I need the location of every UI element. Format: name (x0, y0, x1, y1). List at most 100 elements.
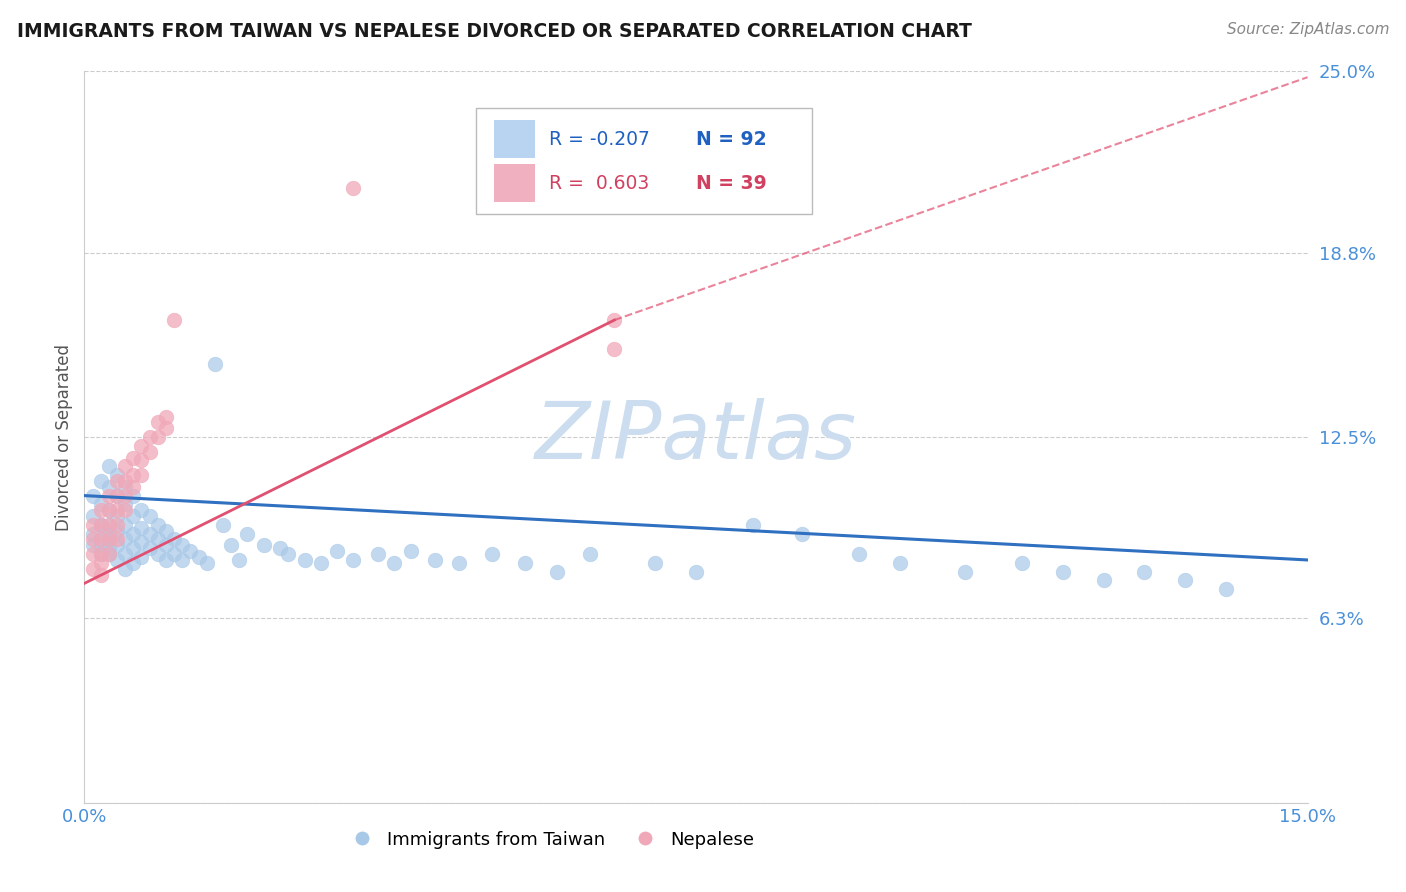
Point (449, 556, 471, 570)
Point (579, 547, 602, 561)
Point (105, 533, 128, 547)
Point (90, 547, 112, 561)
Point (138, 444, 160, 458)
Point (114, 547, 136, 561)
Point (114, 562, 136, 576)
Point (326, 544, 349, 558)
Point (90, 533, 112, 547)
Point (644, 556, 666, 570)
Point (163, 313, 186, 327)
Point (114, 517, 136, 532)
Point (146, 416, 169, 430)
Point (90, 547, 112, 561)
Bar (494, 164, 534, 202)
Point (146, 430, 169, 444)
Point (122, 541, 145, 556)
Point (367, 547, 389, 561)
Point (195, 556, 218, 570)
Point (277, 547, 299, 561)
Y-axis label: Divorced or Separated: Divorced or Separated (55, 343, 73, 531)
Point (105, 503, 128, 517)
Point (97, 489, 120, 503)
Point (155, 524, 177, 538)
Point (309, 556, 332, 570)
Point (138, 509, 160, 524)
Point (423, 553, 446, 567)
Point (1092, 574, 1115, 588)
Point (155, 538, 177, 552)
Point (97, 533, 120, 547)
Point (253, 538, 276, 552)
Point (97, 503, 120, 517)
Point (131, 503, 153, 517)
Point (179, 544, 201, 558)
Point (138, 541, 160, 556)
Point (187, 549, 209, 564)
Point (269, 541, 291, 556)
Point (122, 468, 145, 483)
Point (122, 526, 145, 541)
Point (953, 565, 976, 579)
Point (97, 517, 120, 532)
Point (82, 509, 104, 524)
Point (212, 517, 235, 532)
Text: N = 92: N = 92 (696, 130, 766, 149)
Point (138, 526, 160, 541)
Point (82, 562, 104, 576)
Point (122, 509, 145, 524)
Point (82, 533, 104, 547)
Point (97, 533, 120, 547)
Point (90, 567, 112, 582)
Point (105, 517, 128, 532)
Point (342, 181, 364, 195)
Point (97, 526, 120, 541)
Bar (494, 120, 534, 159)
Point (1052, 565, 1074, 579)
Point (513, 556, 536, 570)
Point (105, 553, 128, 567)
Point (131, 549, 153, 564)
Point (82, 489, 104, 503)
Point (90, 517, 112, 532)
Point (97, 517, 120, 532)
Point (97, 503, 120, 517)
Point (155, 553, 177, 567)
Point (1174, 574, 1197, 588)
Point (90, 538, 112, 552)
Point (105, 538, 128, 552)
Point (146, 533, 169, 547)
Point (138, 430, 160, 444)
Point (105, 474, 128, 488)
Point (236, 526, 259, 541)
Point (105, 524, 128, 538)
Point (97, 459, 120, 474)
Point (90, 503, 112, 517)
Point (97, 541, 120, 556)
Point (163, 547, 186, 561)
Point (122, 556, 145, 570)
Point (685, 565, 707, 579)
Point (603, 343, 626, 357)
Point (1011, 556, 1033, 570)
Point (131, 453, 153, 467)
Point (546, 565, 568, 579)
Point (1215, 582, 1237, 597)
Point (204, 357, 226, 371)
Point (481, 547, 503, 561)
Text: Source: ZipAtlas.com: Source: ZipAtlas.com (1226, 22, 1389, 37)
Point (146, 547, 169, 561)
Point (114, 533, 136, 547)
Point (294, 553, 316, 567)
Text: R = -0.207: R = -0.207 (550, 130, 650, 149)
Point (131, 468, 153, 483)
Point (742, 517, 765, 532)
Text: ZIPatlas: ZIPatlas (534, 398, 858, 476)
Point (114, 459, 136, 474)
Point (131, 535, 153, 549)
Point (105, 489, 128, 503)
Point (90, 497, 112, 511)
Point (122, 450, 145, 465)
Point (122, 489, 145, 503)
Point (90, 556, 112, 570)
Text: N = 39: N = 39 (696, 174, 766, 193)
